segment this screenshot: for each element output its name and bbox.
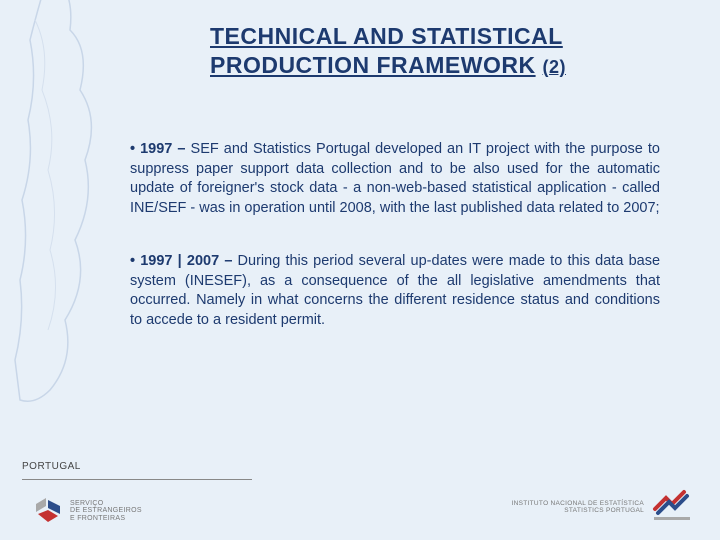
title-line2: PRODUCTION FRAMEWORK [210,52,536,78]
portugal-outline [0,0,140,440]
sef-logo-text: SERVIÇO DE ESTRANGEIROS E FRONTEIRAS [70,500,142,522]
bullet-1-body: SEF and Statistics Portugal developed an… [130,141,660,216]
ine-logo-text: INSTITUTO NACIONAL DE ESTATÍSTICA STATIS… [512,501,644,515]
sef-line3: E FRONTEIRAS [70,515,142,522]
bullet-1-lead: • 1997 – [130,141,185,157]
sef-logo-icon [34,496,64,526]
footer-country: PORTUGAL [22,461,81,472]
ine-logo: INSTITUTO NACIONAL DE ESTATÍSTICA STATIS… [512,489,692,526]
footer-rule [22,479,252,480]
ine-logo-icon [652,489,692,526]
slide-title: TECHNICAL AND STATISTICAL PRODUCTION FRA… [210,22,660,80]
title-suffix: (2) [542,57,566,77]
sef-logo: SERVIÇO DE ESTRANGEIROS E FRONTEIRAS [34,496,142,526]
bullet-2: • 1997 | 2007 – During this period sever… [130,252,660,330]
title-line1: TECHNICAL AND STATISTICAL [210,23,563,49]
sef-line2: DE ESTRANGEIROS [70,507,142,514]
slide-body: • 1997 – SEF and Statistics Portugal dev… [130,140,660,365]
bullet-1: • 1997 – SEF and Statistics Portugal dev… [130,140,660,218]
ine-line2: STATISTICS PORTUGAL [512,508,644,515]
sef-line1: SERVIÇO [70,500,142,507]
bullet-2-lead: • 1997 | 2007 – [130,253,232,269]
